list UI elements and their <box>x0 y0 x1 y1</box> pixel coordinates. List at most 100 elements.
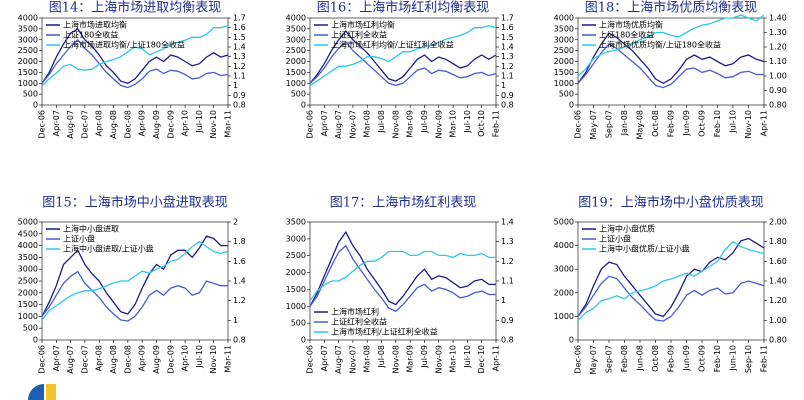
series-line <box>309 40 497 87</box>
y-tick-label: 0 <box>301 336 306 345</box>
y-tick-label: 4000 <box>554 14 574 23</box>
x-tick-label: Apr-09 <box>138 345 147 371</box>
series-line <box>577 240 765 321</box>
y-tick-label: 500 <box>23 90 38 99</box>
x-tick-label: Dec-06 <box>38 110 47 139</box>
x-tick-label: May-07 <box>589 345 598 374</box>
y-tick-label: 5000 <box>18 218 38 227</box>
legend-label: 上海市场红利均衡/上证红利全收益 <box>331 40 454 50</box>
x-tick-label: Oct-08 <box>651 110 660 137</box>
y2-tick-label: 1.10 <box>769 57 787 66</box>
y2-tick-label: 1.1 <box>501 277 514 286</box>
x-tick-label: Feb-10 <box>713 110 722 137</box>
x-tick-label: Jul-10 <box>463 110 472 134</box>
y2-tick-label: 0.8 <box>233 336 246 345</box>
y2-tick-label: 1.4 <box>233 277 246 286</box>
legend-label: 上海市场进取均衡 <box>63 20 127 30</box>
x-tick-label: Aug-07 <box>334 110 343 139</box>
y2-tick-label: 1.1 <box>501 72 514 81</box>
x-tick-label: Aug-08 <box>109 110 118 139</box>
x-tick-label: Jun-08 <box>636 345 645 372</box>
x-tick-label: May-08 <box>636 110 645 139</box>
y2-tick-label: 1.40 <box>769 14 787 23</box>
y-tick-label: 2500 <box>554 46 574 55</box>
chart: 图19：上海市场中小盘优质表现 0 1000 2000 3000 4000 5000 0.80… <box>554 195 787 375</box>
y2-tick-label: 1.20 <box>769 296 787 305</box>
y-tick-label: 3500 <box>18 253 38 262</box>
x-tick-label: Jul-10 <box>463 345 472 369</box>
x-tick-label: Apr-09 <box>138 110 147 136</box>
x-tick-label: Jul-08 <box>377 345 386 369</box>
y-tick-label: 2000 <box>18 288 38 297</box>
y-tick-label: 3000 <box>554 265 574 274</box>
x-tick-label: Feb-08 <box>620 345 629 372</box>
x-tick-label: Dec-06 <box>574 110 583 139</box>
legend-label: 上海市场红利均衡 <box>331 20 395 30</box>
x-tick-label: Dec-09 <box>166 110 175 139</box>
legend-label: 上海市场进取均衡/上证180全收益 <box>63 40 185 50</box>
y2-tick-label: 1.2 <box>501 257 514 266</box>
x-tick-label: Dec-06 <box>574 345 583 374</box>
x-tick-label: Feb-11 <box>492 110 501 137</box>
y-tick-label: 2000 <box>286 57 306 66</box>
y2-tick-label: 0.8 <box>501 336 514 345</box>
chart: 图16：上海市场红利均衡表现 0 500 1000 1500 2000 2500 3000 35… <box>286 0 514 139</box>
series-line <box>41 28 229 85</box>
x-tick-label: Dec-06 <box>306 110 315 139</box>
x-tick-label: Nov-10 <box>209 345 218 373</box>
x-tick-label: Feb-11 <box>760 345 769 372</box>
y-tick-label: 1500 <box>554 68 574 77</box>
logo-shape <box>46 384 56 400</box>
series-line <box>577 14 765 77</box>
x-tick-label: Dec-06 <box>306 345 315 374</box>
x-tick-label: Mar-08 <box>363 345 372 373</box>
x-tick-label: Sep-10 <box>744 345 753 373</box>
series-line <box>309 25 497 87</box>
legend-label: 上海市场红利 <box>331 307 379 317</box>
y-tick-label: 3000 <box>554 35 574 44</box>
x-tick-label: Nov-08 <box>391 345 400 373</box>
y-tick-label: 2000 <box>554 288 574 297</box>
y-tick-label: 500 <box>23 324 38 333</box>
y-tick-label: 1000 <box>18 79 38 88</box>
chart: 图15：上海市场中小盘进取表现 0 500 1000 1500 2000 2500 3000 3… <box>18 195 246 374</box>
y2-tick-label: 1.00 <box>769 72 787 81</box>
y-tick-label: 4000 <box>18 241 38 250</box>
x-tick-label: Mar-11 <box>224 345 233 373</box>
y2-tick-label: 1.4 <box>501 43 514 52</box>
x-tick-label: Nov-10 <box>744 110 753 138</box>
y2-tick-label: 1 <box>233 316 238 325</box>
y-tick-label: 1500 <box>286 68 306 77</box>
series-line <box>577 237 765 318</box>
y-tick-label: 1000 <box>554 79 574 88</box>
x-tick-label: Sep-07 <box>605 345 614 373</box>
x-tick-label: Mar-09 <box>406 110 415 138</box>
x-tick-label: Jun-10 <box>729 345 738 372</box>
y2-tick-label: 0.8 <box>233 101 246 110</box>
y-tick-label: 1000 <box>18 312 38 321</box>
x-tick-label: Nov-08 <box>391 110 400 138</box>
x-tick-label: Dec-08 <box>123 110 132 139</box>
chart-title: 图18：上海市场优质均衡表现 <box>585 0 758 16</box>
x-tick-label: Apr-07 <box>320 110 329 136</box>
x-tick-label: Dec-07 <box>80 345 89 374</box>
y-tick-label: 1000 <box>286 302 306 311</box>
y2-tick-label: 1.60 <box>769 257 787 266</box>
x-tick-label: Nov-10 <box>209 110 218 138</box>
y2-tick-label: 0.9 <box>501 316 514 325</box>
legend-label: 上证小盘 <box>63 234 95 244</box>
y-tick-label: 3000 <box>18 35 38 44</box>
x-tick-label: Jan-08 <box>620 110 629 136</box>
series-line <box>41 270 228 322</box>
x-tick-label: Oct-10 <box>477 110 486 137</box>
legend-label: 上证小盘 <box>599 234 631 244</box>
y-tick-label: 2000 <box>18 57 38 66</box>
logo-shape <box>28 384 44 400</box>
series-line <box>309 230 496 307</box>
series-line <box>309 250 496 302</box>
y-tick-label: 2500 <box>18 277 38 286</box>
series-line <box>41 38 229 89</box>
x-tick-label: Aug-07 <box>66 110 75 139</box>
y-tick-label: 1500 <box>18 68 38 77</box>
x-tick-label: Mar-09 <box>406 345 415 373</box>
